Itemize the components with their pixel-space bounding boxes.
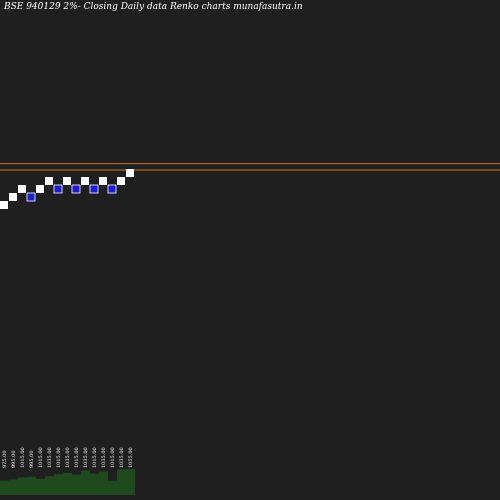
volume-bar bbox=[72, 474, 81, 495]
brick-value-label: 1035.00 bbox=[65, 447, 71, 468]
renko-brick bbox=[81, 177, 89, 185]
brick-value-label: 975.00 bbox=[2, 451, 8, 469]
renko-brick bbox=[53, 184, 63, 194]
volume-bar bbox=[117, 469, 126, 495]
chart-title: BSE 940129 2%- Closing Daily data Renko … bbox=[4, 2, 303, 12]
volume-bar bbox=[126, 469, 135, 495]
renko-brick bbox=[0, 201, 8, 209]
volume-bar bbox=[45, 476, 54, 495]
brick-value-label: 1015.00 bbox=[20, 447, 26, 468]
volume-bar bbox=[108, 480, 117, 495]
brick-value-label: 1015.00 bbox=[56, 447, 62, 468]
volume-bar bbox=[54, 474, 63, 495]
volume-bar bbox=[18, 477, 27, 495]
volume-bar bbox=[9, 479, 18, 495]
brick-value-label: 995.00 bbox=[29, 451, 35, 469]
renko-brick bbox=[36, 185, 44, 193]
renko-brick bbox=[45, 177, 53, 185]
brick-value-label: 1035.00 bbox=[83, 447, 89, 468]
brick-value-label: 1015.00 bbox=[92, 447, 98, 468]
brick-value-label: 1015.00 bbox=[110, 447, 116, 468]
brick-value-label: 1055.00 bbox=[128, 447, 134, 468]
renko-brick bbox=[9, 193, 17, 201]
brick-value-label: 1015.00 bbox=[38, 447, 44, 468]
renko-brick bbox=[71, 184, 81, 194]
brick-value-label: 1035.00 bbox=[47, 447, 53, 468]
brick-value-label: 1035.00 bbox=[119, 447, 125, 468]
volume-bar bbox=[36, 478, 45, 495]
renko-brick bbox=[18, 185, 26, 193]
volume-bar bbox=[99, 471, 108, 495]
renko-brick bbox=[89, 184, 99, 194]
renko-brick bbox=[117, 177, 125, 185]
brick-value-label: 1015.00 bbox=[74, 447, 80, 468]
volume-bar bbox=[63, 472, 72, 495]
renko-brick bbox=[63, 177, 71, 185]
renko-brick bbox=[126, 169, 134, 177]
renko-brick bbox=[26, 192, 36, 202]
brick-value-label: 1035.00 bbox=[101, 447, 107, 468]
renko-brick bbox=[107, 184, 117, 194]
volume-bar bbox=[27, 476, 36, 495]
renko-brick bbox=[99, 177, 107, 185]
volume-bar bbox=[81, 470, 90, 495]
brick-value-label: 995.00 bbox=[11, 451, 17, 469]
volume-bar bbox=[90, 473, 99, 495]
volume-bar bbox=[0, 480, 9, 495]
